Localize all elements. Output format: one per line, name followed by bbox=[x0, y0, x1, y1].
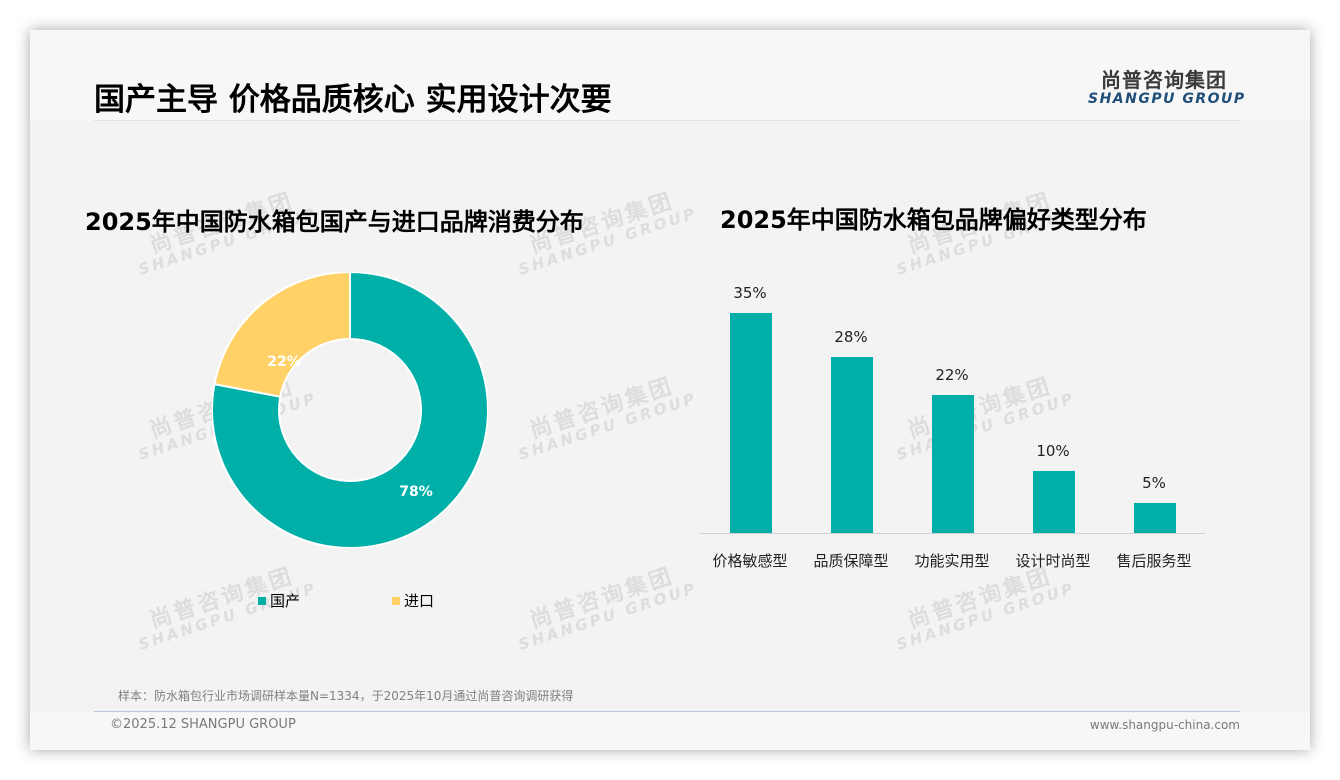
logo-en: SHANGPU GROUP bbox=[1088, 91, 1246, 107]
donut-slice-import bbox=[213, 272, 351, 398]
legend-label: 国产 bbox=[270, 592, 301, 610]
donut-chart: 78% 22% bbox=[212, 272, 488, 548]
header-band bbox=[30, 30, 1310, 120]
bar bbox=[831, 357, 873, 533]
bar bbox=[932, 395, 974, 533]
legend-item-import: 进口 bbox=[392, 590, 434, 611]
logo-cn: 尚普咨询集团 bbox=[1101, 68, 1227, 92]
import-pct-label: 22% bbox=[267, 354, 301, 370]
bar-chart-title: 2025年中国防水箱包品牌偏好类型分布 bbox=[720, 206, 1147, 234]
bar-value-label: 35% bbox=[733, 284, 767, 302]
footer-band bbox=[30, 713, 1310, 750]
bar-category-label: 价格敏感型 bbox=[712, 552, 788, 570]
bar-chart: 35% 价格敏感型 28% 品质保障型 22% 功能实用型 10% 设计时尚型 … bbox=[700, 280, 1205, 580]
donut-slice-domestic bbox=[212, 272, 488, 548]
bar-value-label: 28% bbox=[834, 328, 868, 346]
title-divider bbox=[94, 120, 1240, 121]
bar bbox=[730, 313, 772, 533]
bar-category-label: 品质保障型 bbox=[813, 552, 889, 570]
sample-note: 样本：防水箱包行业市场调研样本量N=1334，于2025年10月通过尚普咨询调研… bbox=[118, 689, 574, 703]
page-title: 国产主导 价格品质核心 实用设计次要 bbox=[94, 82, 612, 118]
bar-category-label: 售后服务型 bbox=[1116, 552, 1192, 570]
copyright: ©2025.12 SHANGPU GROUP bbox=[110, 717, 296, 732]
bar-value-label: 5% bbox=[1142, 474, 1166, 492]
donut-chart-title: 2025年中国防水箱包国产与进口品牌消费分布 bbox=[85, 208, 584, 236]
x-axis-line bbox=[700, 533, 1205, 534]
slide: 尚普咨询集团 SHANGPU GROUP 尚普咨询集团 SHANGPU GROUP … bbox=[30, 30, 1310, 750]
legend-swatch-yellow bbox=[392, 596, 400, 605]
bar-value-label: 22% bbox=[935, 366, 969, 384]
bar-category-label: 设计时尚型 bbox=[1015, 552, 1091, 570]
bar-category-label: 功能实用型 bbox=[914, 552, 990, 570]
legend-label: 进口 bbox=[404, 592, 435, 610]
website-link[interactable]: www.shangpu-china.com bbox=[1089, 718, 1240, 732]
company-logo: 尚普咨询集团 SHANGPU GROUP bbox=[1088, 64, 1246, 107]
legend-item-domestic: 国产 bbox=[258, 590, 300, 611]
domestic-pct-label: 78% bbox=[399, 484, 433, 500]
footer-divider bbox=[94, 711, 1240, 712]
bar-value-label: 10% bbox=[1036, 442, 1070, 460]
legend-swatch-teal bbox=[258, 596, 266, 605]
bar bbox=[1134, 503, 1176, 533]
bar bbox=[1033, 471, 1075, 533]
